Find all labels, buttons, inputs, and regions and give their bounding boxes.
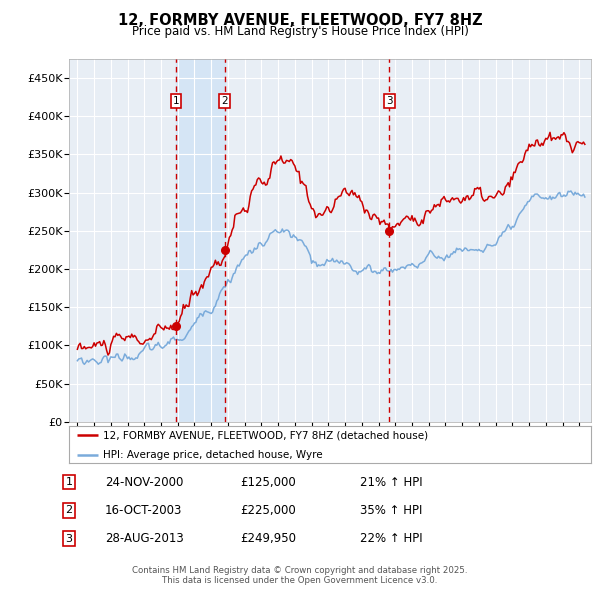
Text: 1: 1 — [65, 477, 73, 487]
Text: 28-AUG-2013: 28-AUG-2013 — [105, 532, 184, 545]
Text: Price paid vs. HM Land Registry's House Price Index (HPI): Price paid vs. HM Land Registry's House … — [131, 25, 469, 38]
Text: HPI: Average price, detached house, Wyre: HPI: Average price, detached house, Wyre — [103, 450, 323, 460]
Text: 3: 3 — [65, 534, 73, 543]
Text: 3: 3 — [386, 96, 393, 106]
Text: 24-NOV-2000: 24-NOV-2000 — [105, 476, 184, 489]
Text: 2: 2 — [65, 506, 73, 515]
Text: £125,000: £125,000 — [240, 476, 296, 489]
Text: Contains HM Land Registry data © Crown copyright and database right 2025.
This d: Contains HM Land Registry data © Crown c… — [132, 566, 468, 585]
Text: £249,950: £249,950 — [240, 532, 296, 545]
Text: 12, FORMBY AVENUE, FLEETWOOD, FY7 8HZ (detached house): 12, FORMBY AVENUE, FLEETWOOD, FY7 8HZ (d… — [103, 430, 428, 440]
Text: 22% ↑ HPI: 22% ↑ HPI — [360, 532, 422, 545]
Text: 12, FORMBY AVENUE, FLEETWOOD, FY7 8HZ: 12, FORMBY AVENUE, FLEETWOOD, FY7 8HZ — [118, 13, 482, 28]
Bar — [176, 59, 224, 422]
Text: 21% ↑ HPI: 21% ↑ HPI — [360, 476, 422, 489]
Text: 16-OCT-2003: 16-OCT-2003 — [105, 504, 182, 517]
Text: 2: 2 — [221, 96, 228, 106]
Text: £225,000: £225,000 — [240, 504, 296, 517]
Text: 35% ↑ HPI: 35% ↑ HPI — [360, 504, 422, 517]
Text: 1: 1 — [173, 96, 179, 106]
